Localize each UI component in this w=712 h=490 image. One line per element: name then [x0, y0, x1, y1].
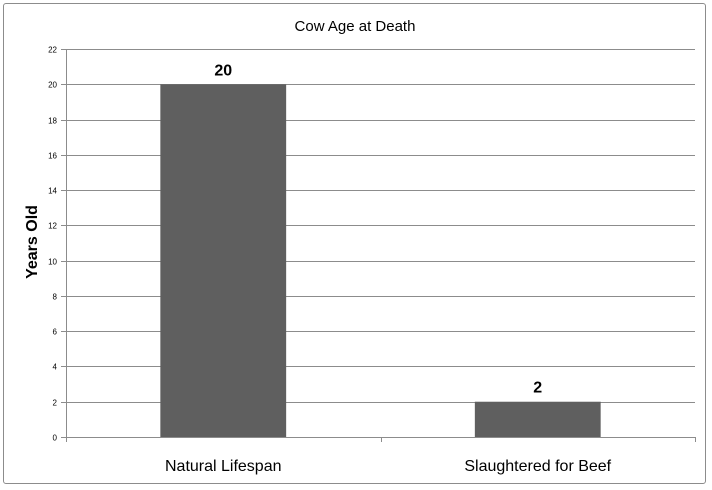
y-tick-label: 22: [48, 46, 57, 55]
axes: [61, 49, 696, 442]
bar-slaughtered-for-beef: [474, 401, 601, 437]
y-tick-label: 18: [48, 117, 57, 126]
y-tick-label: 0: [53, 434, 58, 443]
data-label: 2: [533, 380, 542, 397]
y-tick-label: 2: [53, 399, 58, 408]
y-tick-label: 10: [48, 258, 57, 267]
chart-title: Cow Age at Death: [295, 18, 416, 35]
y-tick-label: 8: [53, 293, 58, 302]
x-category-label: Natural Lifespan: [165, 458, 282, 475]
data-label: 20: [214, 62, 232, 79]
y-tick-label: 4: [53, 363, 58, 372]
y-axis-label: Years Old: [24, 205, 41, 279]
y-tick-label: 16: [48, 152, 57, 161]
bars: [160, 84, 601, 437]
y-tick-label: 6: [53, 328, 58, 337]
x-category-label: Slaughtered for Beef: [464, 458, 611, 475]
y-tick-label: 12: [48, 222, 57, 231]
y-tick-label: 14: [48, 187, 57, 196]
y-tick-label: 20: [48, 81, 57, 90]
bar-natural-lifespan: [160, 84, 287, 437]
labels: 0 2 4 6 8 10 12 14 16 18 20 22 20 Natural Lifespan 2 Sl…: [48, 46, 612, 476]
